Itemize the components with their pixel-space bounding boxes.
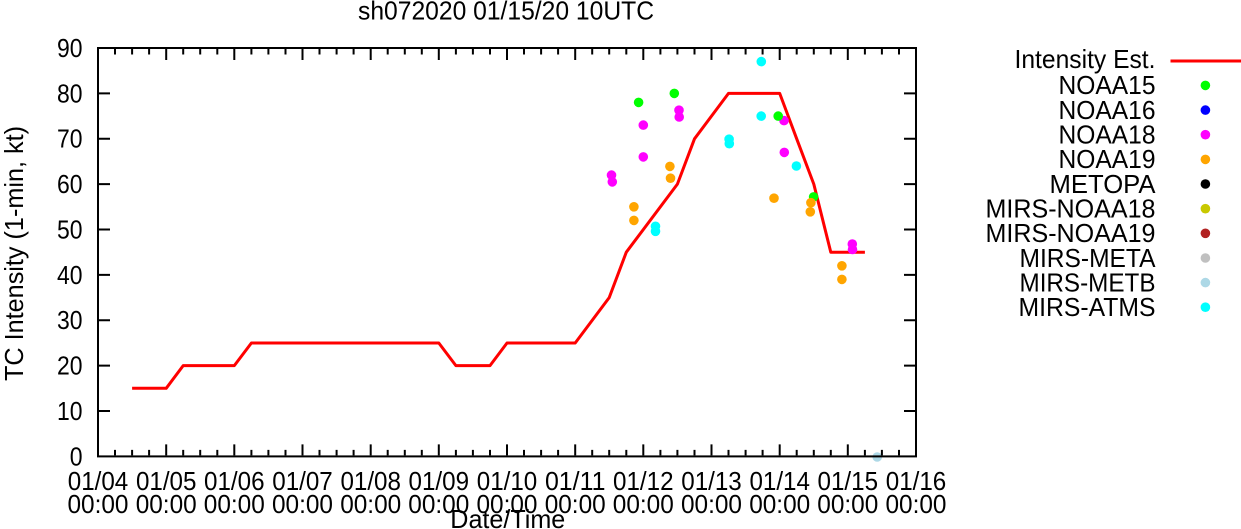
svg-text:20: 20 bbox=[57, 351, 83, 381]
svg-text:METOPA: METOPA bbox=[1050, 169, 1157, 199]
svg-text:01/14: 01/14 bbox=[749, 466, 810, 496]
svg-text:MIRS-ATMS: MIRS-ATMS bbox=[1019, 292, 1156, 322]
svg-text:01/08: 01/08 bbox=[340, 466, 401, 496]
svg-text:00:00: 00:00 bbox=[136, 489, 197, 519]
svg-text:MIRS-NOAA19: MIRS-NOAA19 bbox=[986, 218, 1156, 248]
svg-text:MIRS-META: MIRS-META bbox=[1020, 243, 1157, 273]
svg-text:00:00: 00:00 bbox=[272, 489, 333, 519]
svg-text:sh072020 01/15/20 10UTC: sh072020 01/15/20 10UTC bbox=[358, 0, 654, 26]
svg-text:40: 40 bbox=[57, 260, 83, 290]
svg-text:NOAA19: NOAA19 bbox=[1059, 144, 1156, 174]
svg-text:01/04: 01/04 bbox=[68, 466, 129, 496]
svg-text:01/15: 01/15 bbox=[818, 466, 879, 496]
svg-text:00:00: 00:00 bbox=[477, 489, 538, 519]
svg-text:80: 80 bbox=[57, 78, 83, 108]
svg-text:NOAA15: NOAA15 bbox=[1059, 70, 1156, 100]
svg-text:01/06: 01/06 bbox=[204, 466, 265, 496]
svg-text:MIRS-METB: MIRS-METB bbox=[1020, 267, 1156, 297]
svg-text:70: 70 bbox=[57, 124, 83, 154]
svg-text:00:00: 00:00 bbox=[681, 489, 742, 519]
svg-text:01/10: 01/10 bbox=[477, 466, 538, 496]
svg-text:01/12: 01/12 bbox=[613, 466, 674, 496]
svg-text:00:00: 00:00 bbox=[340, 489, 401, 519]
svg-text:Intensity Est.: Intensity Est. bbox=[1015, 44, 1156, 74]
svg-text:30: 30 bbox=[57, 305, 83, 335]
svg-text:90: 90 bbox=[57, 33, 83, 63]
svg-text:00:00: 00:00 bbox=[817, 489, 878, 519]
svg-text:01/05: 01/05 bbox=[136, 466, 197, 496]
svg-text:NOAA18: NOAA18 bbox=[1059, 120, 1156, 150]
svg-text:01/07: 01/07 bbox=[272, 466, 333, 496]
svg-text:01/13: 01/13 bbox=[681, 466, 742, 496]
svg-text:00:00: 00:00 bbox=[613, 489, 674, 519]
svg-text:01/09: 01/09 bbox=[409, 466, 470, 496]
svg-text:TC Intensity (1-min, kt): TC Intensity (1-min, kt) bbox=[0, 126, 29, 381]
svg-text:50: 50 bbox=[57, 214, 83, 244]
svg-text:00:00: 00:00 bbox=[408, 489, 469, 519]
svg-text:00:00: 00:00 bbox=[68, 489, 129, 519]
svg-text:Date/Time: Date/Time bbox=[450, 504, 565, 529]
svg-text:01/11: 01/11 bbox=[545, 466, 606, 496]
svg-text:60: 60 bbox=[57, 169, 83, 199]
svg-text:00:00: 00:00 bbox=[204, 489, 265, 519]
svg-text:00:00: 00:00 bbox=[886, 489, 947, 519]
svg-text:01/16: 01/16 bbox=[886, 466, 947, 496]
svg-text:10: 10 bbox=[57, 396, 83, 426]
svg-text:MIRS-NOAA18: MIRS-NOAA18 bbox=[986, 194, 1156, 224]
svg-text:0: 0 bbox=[70, 441, 83, 471]
svg-text:NOAA16: NOAA16 bbox=[1059, 95, 1156, 125]
svg-text:00:00: 00:00 bbox=[545, 489, 606, 519]
svg-text:00:00: 00:00 bbox=[749, 489, 810, 519]
